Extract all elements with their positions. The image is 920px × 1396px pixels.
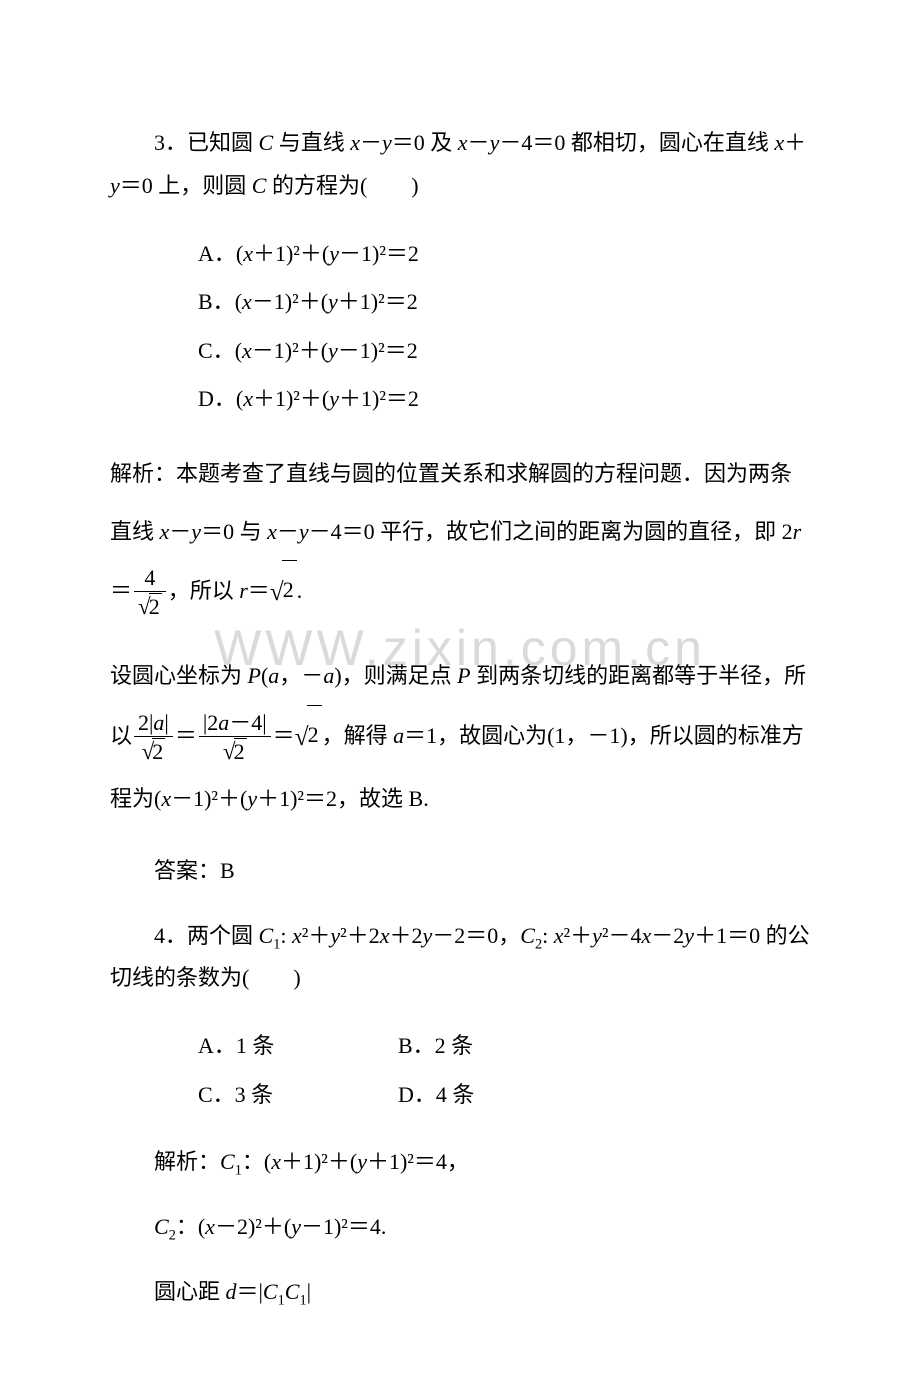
- q4-option-c: C．3 条: [198, 1071, 398, 1119]
- fraction-2a-over-sqrt2: 2|a|√2: [134, 710, 173, 765]
- q3-option-b: B．(x－1)²＋(y＋1)²＝2: [198, 278, 810, 326]
- q4-solution-line2: C2：(x－2)²＋(y－1)²＝4.: [110, 1206, 810, 1249]
- document-page: WWW.zixin.com.cn 3．已知圆 C 与直线 x－y＝0 及 x－y…: [0, 0, 920, 1396]
- q3-answer: 答案：B: [110, 850, 810, 893]
- q3-option-c: C．(x－1)²＋(y－1)²＝2: [198, 327, 810, 375]
- q3-option-d: D．(x＋1)²＋(y＋1)²＝2: [198, 375, 810, 423]
- q4-option-a: A．1 条: [198, 1022, 398, 1070]
- q4-option-d: D．4 条: [398, 1071, 598, 1119]
- q3-solution-p2: 设圆心坐标为 P(a，－a)，则满足点 P 到两条切线的距离都等于半径，所以2|…: [110, 647, 810, 827]
- q3-stem: 3．已知圆 C 与直线 x－y＝0 及 x－y－4＝0 都相切，圆心在直线 x＋…: [110, 122, 810, 208]
- q4-solution-line1: 解析：C1：(x＋1)²＋(y＋1)²＝4，: [110, 1141, 810, 1184]
- fraction-2a4-over-sqrt2: |2a－4|√2: [199, 710, 271, 765]
- q4-solution-line3: 圆心距 d＝|C1C1|: [110, 1271, 810, 1314]
- q3-options: A．(x＋1)²＋(y－1)²＝2 B．(x－1)²＋(y＋1)²＝2 C．(x…: [110, 230, 810, 424]
- q4-option-b: B．2 条: [398, 1022, 598, 1070]
- q4-options: A．1 条 B．2 条 C．3 条 D．4 条: [110, 1022, 810, 1119]
- q4-stem: 4．两个圆 C1: x²＋y²＋2x＋2y－2＝0，C2: x²＋y²－4x－2…: [110, 915, 810, 1001]
- fraction-4-over-sqrt2: 4√2: [134, 565, 166, 620]
- q3-solution-p1: 解析：本题考查了直线与圆的位置关系和求解圆的方程问题．因为两条直线 x－y＝0 …: [110, 445, 810, 625]
- q3-option-a: A．(x＋1)²＋(y－1)²＝2: [198, 230, 810, 278]
